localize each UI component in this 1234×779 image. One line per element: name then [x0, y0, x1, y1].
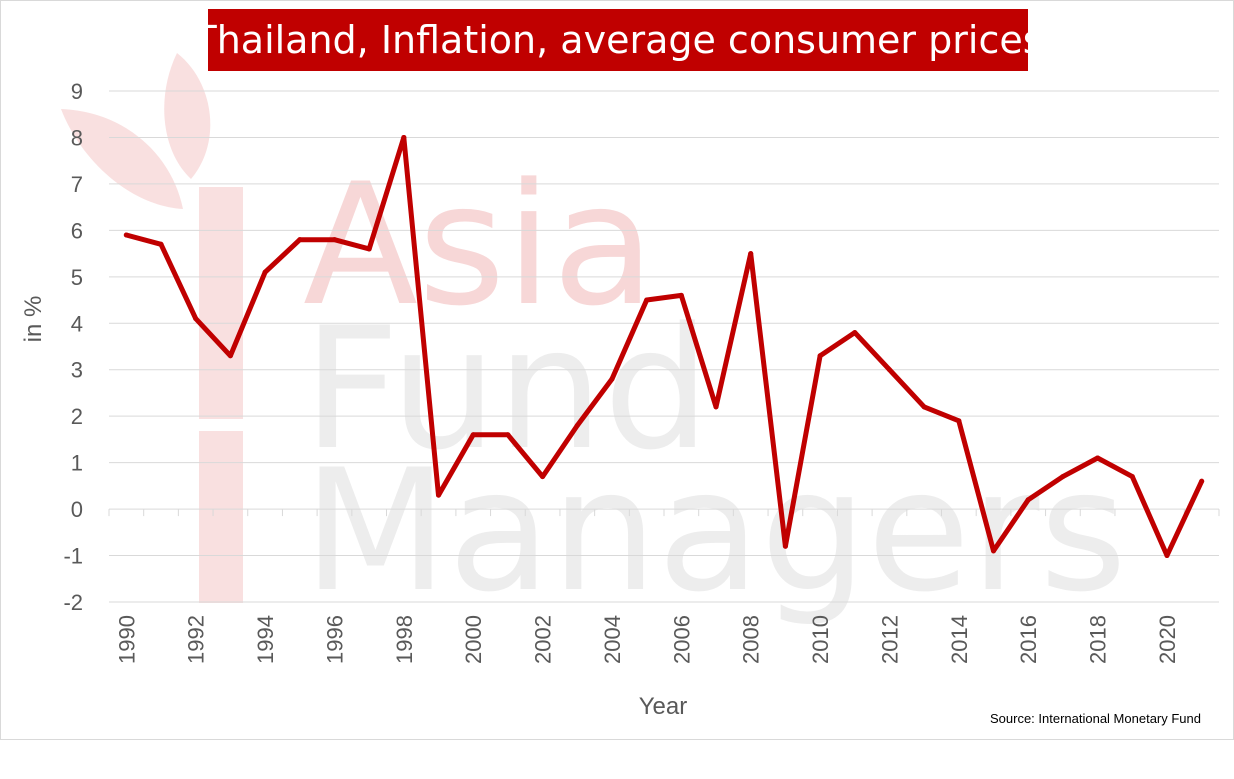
data-point [678, 292, 684, 298]
data-point [540, 474, 546, 480]
data-point [193, 316, 199, 322]
data-point [1129, 474, 1135, 480]
x-tick-label: 2012 [877, 615, 902, 664]
chart-title-banner: Thailand, Inflation, average consumer pr… [193, 9, 1043, 71]
y-axis-label: in % [20, 296, 47, 343]
data-point [817, 353, 823, 359]
data-point [123, 232, 129, 238]
x-tick-label: 2000 [461, 615, 486, 664]
data-point [1025, 497, 1031, 503]
data-point [748, 251, 754, 257]
x-axis-ticks: 1990 1992 1994 1996 1998 2000 2002 2004 2006 2008… [108, 509, 1220, 664]
data-point [991, 548, 997, 554]
x-tick-label: 2004 [600, 615, 625, 664]
data-point [401, 134, 407, 140]
x-tick-label: 1998 [392, 615, 417, 664]
data-point [644, 297, 650, 303]
data-point [505, 432, 511, 438]
watermark-leaf-icon [164, 53, 211, 179]
source-note: Source: International Monetary Fund [989, 711, 1201, 726]
series-layer [123, 134, 1205, 559]
data-point [158, 241, 164, 247]
y-tick-label: 4 [71, 311, 83, 336]
x-tick-label: 1992 [184, 615, 209, 664]
data-point [1060, 474, 1066, 480]
x-tick-label: 2020 [1155, 615, 1180, 664]
y-tick-label: 8 [71, 125, 83, 150]
data-point [1199, 478, 1205, 484]
data-point [886, 367, 892, 373]
y-tick-label: -1 [63, 544, 83, 569]
data-point [1164, 553, 1170, 559]
y-tick-label: 6 [71, 218, 83, 243]
x-tick-label: 2010 [808, 615, 833, 664]
series-line [123, 135, 1205, 558]
data-point [1095, 455, 1101, 461]
y-tick-label: 0 [71, 497, 83, 522]
data-point [852, 330, 858, 336]
y-tick-label: 2 [71, 404, 83, 429]
data-point [921, 404, 927, 410]
y-tick-label: 1 [71, 451, 83, 476]
x-tick-label: 2006 [669, 615, 694, 664]
data-point [366, 246, 372, 252]
x-tick-label: 1990 [114, 615, 139, 664]
chart-frame: Asia Fund Managers -2 -1 0 1 2 3 4 5 6 7 8 9 1990 1992… [0, 0, 1234, 740]
y-tick-label: 7 [71, 172, 83, 197]
y-tick-label: 9 [71, 79, 83, 104]
data-point [609, 376, 615, 382]
x-tick-label: 2018 [1086, 615, 1111, 664]
data-point [713, 404, 719, 410]
data-point [436, 492, 442, 498]
data-point [331, 237, 337, 243]
x-tick-label: 2014 [947, 615, 972, 664]
data-point [956, 418, 962, 424]
x-tick-label: 1994 [253, 615, 278, 664]
x-tick-label: 2016 [1016, 615, 1041, 664]
x-tick-label: 2008 [739, 615, 764, 664]
x-tick-label: 1996 [322, 615, 347, 664]
data-point [262, 269, 268, 275]
data-point [297, 237, 303, 243]
y-tick-label: -2 [63, 590, 83, 615]
y-axis-ticks: -2 -1 0 1 2 3 4 5 6 7 8 9 [63, 79, 83, 615]
watermark-bamboo-stalk-upper [199, 187, 243, 419]
x-axis-label: Year [639, 693, 688, 720]
chart-title: Thailand, Inflation, average consumer pr… [193, 18, 1043, 62]
y-tick-label: 3 [71, 358, 83, 383]
data-point [227, 353, 233, 359]
data-point [574, 422, 580, 428]
data-point [782, 543, 788, 549]
data-point [470, 432, 476, 438]
watermark-bamboo-stalk-lower [199, 431, 243, 603]
y-tick-label: 5 [71, 265, 83, 290]
x-tick-label: 2002 [531, 615, 556, 664]
